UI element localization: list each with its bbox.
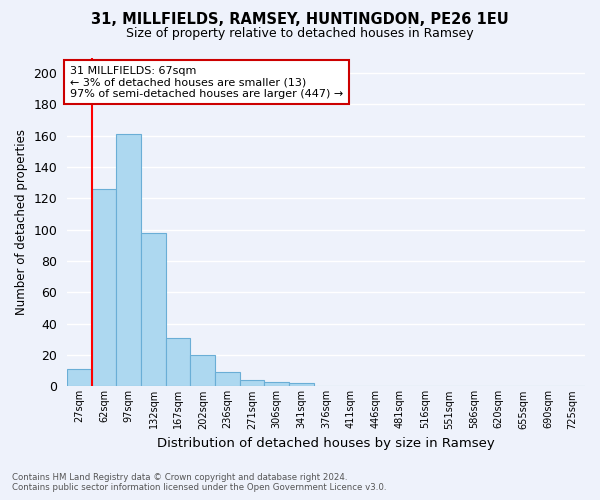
Bar (166, 338, 190, 386)
Bar (141, 233, 166, 386)
Bar (67, 369, 92, 386)
Text: Contains HM Land Registry data © Crown copyright and database right 2024.
Contai: Contains HM Land Registry data © Crown c… (12, 473, 386, 492)
Y-axis label: Number of detached properties: Number of detached properties (15, 129, 28, 315)
Text: 31 MILLFIELDS: 67sqm
← 3% of detached houses are smaller (13)
97% of semi-detach: 31 MILLFIELDS: 67sqm ← 3% of detached ho… (70, 66, 343, 99)
Bar (265, 382, 289, 386)
Text: Size of property relative to detached houses in Ramsey: Size of property relative to detached ho… (126, 28, 474, 40)
X-axis label: Distribution of detached houses by size in Ramsey: Distribution of detached houses by size … (157, 437, 495, 450)
Bar (92, 189, 116, 386)
Bar (289, 384, 314, 386)
Bar (240, 380, 265, 386)
Bar (215, 372, 240, 386)
Text: 31, MILLFIELDS, RAMSEY, HUNTINGDON, PE26 1EU: 31, MILLFIELDS, RAMSEY, HUNTINGDON, PE26… (91, 12, 509, 28)
Bar (116, 134, 141, 386)
Bar (190, 355, 215, 386)
